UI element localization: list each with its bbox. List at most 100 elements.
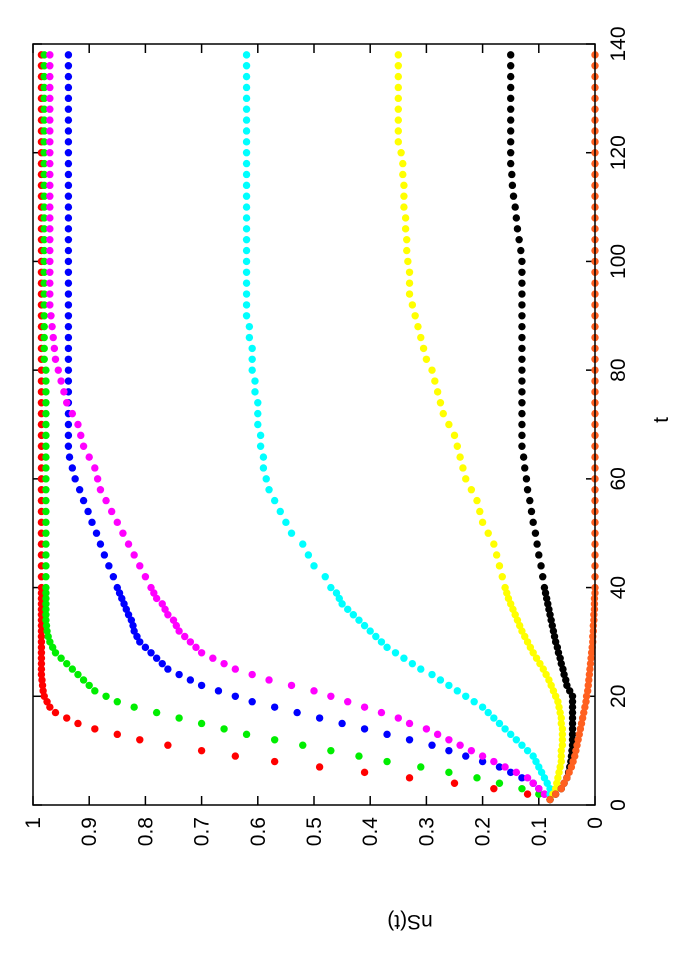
data-point <box>231 692 240 700</box>
data-point <box>417 763 425 771</box>
data-point <box>65 453 74 461</box>
data-point <box>523 638 532 646</box>
data-point <box>535 790 543 798</box>
data-point <box>46 214 54 222</box>
data-point <box>518 431 526 440</box>
data-point <box>51 708 60 717</box>
data-point <box>64 127 73 135</box>
data-point <box>214 687 223 695</box>
data-point <box>254 399 262 407</box>
data-point <box>394 714 402 722</box>
data-point <box>335 594 343 603</box>
data-point <box>242 181 251 190</box>
data-point <box>64 420 73 429</box>
data-point <box>38 681 47 690</box>
data-point <box>42 420 50 429</box>
data-point <box>37 665 46 673</box>
data-point <box>403 235 411 244</box>
data-point <box>508 181 517 190</box>
data-point <box>37 632 46 641</box>
data-point <box>537 562 545 570</box>
data-point <box>46 159 54 168</box>
data-point <box>542 670 550 679</box>
data-point <box>408 301 417 309</box>
data-point <box>175 670 183 679</box>
data-point <box>327 746 335 755</box>
data-point <box>147 649 155 657</box>
data-point <box>242 138 251 146</box>
data-point <box>526 643 535 652</box>
data-point <box>507 51 515 59</box>
data-point <box>42 507 50 516</box>
data-point <box>586 659 595 668</box>
data-point <box>539 665 547 673</box>
data-point <box>355 616 363 624</box>
y-tick-label: 0.3 <box>415 817 438 846</box>
data-point <box>64 116 73 124</box>
data-point <box>287 529 296 537</box>
data-point <box>42 529 50 537</box>
data-point <box>583 687 592 695</box>
data-point <box>40 290 48 298</box>
x-tick-label: 120 <box>607 135 630 170</box>
data-point <box>40 225 48 233</box>
data-point <box>92 529 101 537</box>
data-point <box>518 741 526 749</box>
y-tick-label: 1 <box>22 817 45 829</box>
data-point <box>507 159 515 168</box>
data-point <box>344 698 352 706</box>
data-point <box>40 72 48 81</box>
data-point <box>40 51 48 59</box>
data-point <box>453 687 462 695</box>
data-point <box>411 312 419 320</box>
data-point <box>60 388 68 396</box>
data-point <box>417 333 425 342</box>
data-point <box>507 116 515 124</box>
data-point <box>49 333 57 342</box>
data-point <box>68 464 77 472</box>
data-point <box>405 279 414 287</box>
data-point <box>484 529 492 537</box>
data-point <box>568 719 577 728</box>
data-point <box>366 627 374 635</box>
data-point <box>428 366 436 374</box>
data-point <box>433 388 442 396</box>
data-point <box>546 784 554 793</box>
data-point <box>515 235 523 244</box>
data-point <box>48 643 57 652</box>
data-point <box>46 116 54 124</box>
data-point <box>242 225 251 233</box>
data-point <box>498 573 506 581</box>
data-point <box>63 714 71 722</box>
data-point <box>405 290 414 298</box>
data-point <box>186 638 195 646</box>
x-tick-label: 40 <box>607 576 630 599</box>
data-point <box>37 621 46 630</box>
data-point <box>88 518 96 527</box>
data-point <box>40 149 48 157</box>
data-point <box>270 703 279 711</box>
data-point <box>254 420 262 429</box>
data-point <box>507 62 515 70</box>
data-point <box>394 83 402 92</box>
data-point <box>310 687 318 695</box>
data-point <box>518 322 526 331</box>
data-point <box>46 170 54 179</box>
data-point <box>46 257 54 266</box>
data-point <box>46 301 54 309</box>
data-point <box>332 589 341 597</box>
data-point <box>586 665 594 673</box>
data-point <box>270 496 279 505</box>
x-tick-label: 140 <box>607 26 630 61</box>
data-point <box>51 355 60 363</box>
data-point <box>37 627 46 635</box>
data-point <box>568 730 577 739</box>
data-point <box>265 486 273 494</box>
data-point <box>242 51 251 59</box>
data-point <box>517 246 525 255</box>
data-point <box>242 170 251 179</box>
data-point <box>248 366 256 374</box>
data-point <box>46 268 54 276</box>
data-point <box>546 795 554 804</box>
data-point <box>46 105 54 113</box>
